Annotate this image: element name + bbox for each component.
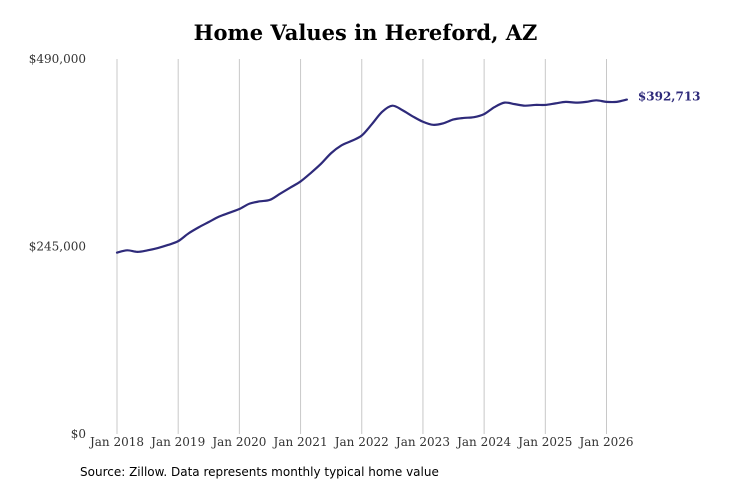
x-tick-label: Jan 2024 (455, 435, 511, 449)
y-tick-label: $0 (71, 427, 86, 441)
x-tick-label: Jan 2022 (333, 435, 389, 449)
y-tick-label: $490,000 (29, 52, 86, 66)
gridlines (116, 59, 608, 434)
series-group (115, 98, 628, 254)
chart-title: Home Values in Hereford, AZ (193, 20, 538, 45)
series-line-0 (115, 98, 628, 254)
x-tick-label: Jan 2018 (88, 435, 144, 449)
y-tick-label: $245,000 (29, 240, 86, 254)
annotation-group: $392,713 (638, 90, 701, 104)
end-value-label: $392,713 (638, 90, 701, 104)
x-tick-label: Jan 2020 (210, 435, 266, 449)
x-tick-label: Jan 2021 (272, 435, 328, 449)
x-tick-label: Jan 2025 (516, 435, 572, 449)
x-tick-label: Jan 2019 (149, 435, 205, 449)
source-note: Source: Zillow. Data represents monthly … (80, 465, 439, 479)
x-tick-label: Jan 2023 (394, 435, 450, 449)
x-tick-label: Jan 2026 (577, 435, 633, 449)
x-axis-ticks: Jan 2018 Jan 2019 Jan 2020 Jan 2021 Jan 2022… (88, 435, 634, 449)
y-axis-ticks: $0 $245,000 $490,000 (29, 52, 86, 441)
